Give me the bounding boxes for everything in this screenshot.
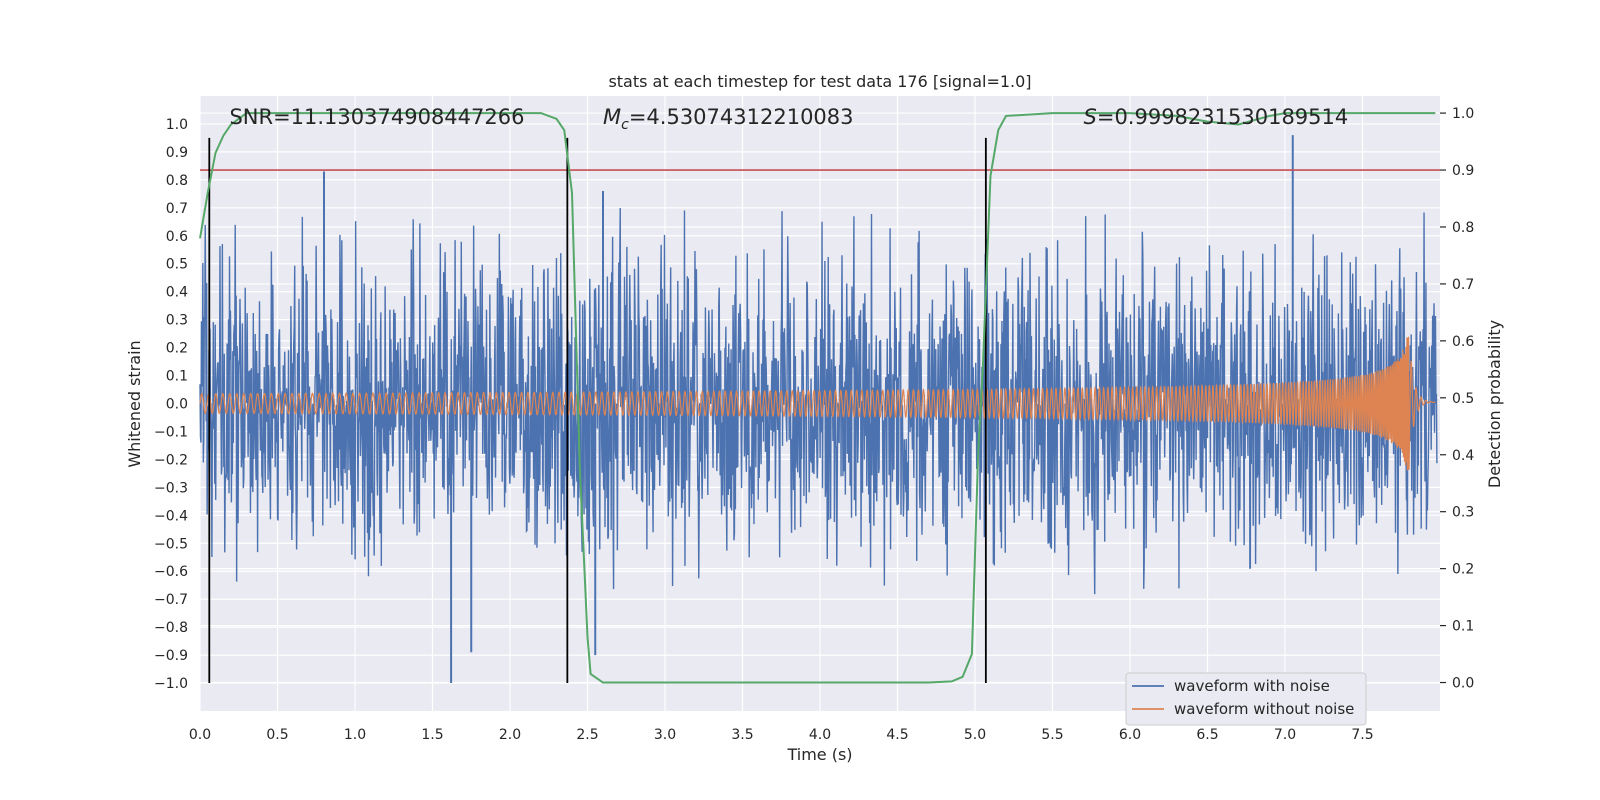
x-tick-label-1: 0.5 xyxy=(266,727,288,743)
y-tick-label-0: 1.0 xyxy=(166,117,188,133)
y-tick-label-17: −0.7 xyxy=(154,592,188,608)
y-tick-label-13: −0.3 xyxy=(154,480,188,496)
chart-title: stats at each timestep for test data 176… xyxy=(608,72,1031,91)
x-tick-label-13: 6.5 xyxy=(1196,727,1218,743)
legend-label-noisy: waveform with noise xyxy=(1174,677,1330,695)
y2-tick-label-4: 0.6 xyxy=(1452,334,1474,350)
chirp-mass-subscript: c xyxy=(621,117,629,133)
y-tick-label-19: −0.9 xyxy=(154,648,188,664)
significance-annotation: S=0.9998231530189514 xyxy=(1084,105,1349,129)
y2-tick-label-7: 0.3 xyxy=(1452,505,1474,521)
y2-tick-label-3: 0.7 xyxy=(1452,277,1474,293)
detection-probability-series xyxy=(199,112,1436,684)
significance-value: =0.9998231530189514 xyxy=(1097,105,1348,129)
y-tick-label-12: −0.2 xyxy=(154,452,188,468)
vertical-markers xyxy=(208,137,987,684)
y-tick-label-10: 0.0 xyxy=(166,397,188,413)
legend-label-clean: waveform without noise xyxy=(1174,700,1354,718)
y2-tick-label-5: 0.5 xyxy=(1452,391,1474,407)
y-ticks: 1.0 0.9 0.8 0.7 0.6 0.5 0.4 0.3 0.2 0.1 0.0 −0.1 −0.… xyxy=(154,117,188,692)
y2-tick-label-8: 0.2 xyxy=(1452,562,1474,578)
y-tick-label-2: 0.8 xyxy=(166,173,188,189)
x-tick-label-12: 6.0 xyxy=(1119,727,1141,743)
x-axis-label: Time (s) xyxy=(786,745,852,764)
chirp-mass-annotation: Mc=4.53074312210083 xyxy=(603,105,854,133)
y2-tick-label-10: 0.0 xyxy=(1452,676,1474,692)
y-tick-label-11: −0.1 xyxy=(154,424,188,440)
x-tick-label-14: 7.0 xyxy=(1274,727,1296,743)
y2-axis-label: Detection probability xyxy=(1485,320,1504,488)
noisy-waveform-series xyxy=(199,135,1438,684)
y-tick-label-1: 0.9 xyxy=(166,145,188,161)
y-tick-label-9: 0.1 xyxy=(166,369,188,385)
x-tick-label-7: 3.5 xyxy=(731,727,753,743)
y-tick-label-20: −1.0 xyxy=(154,676,188,692)
clean-waveform-series xyxy=(199,336,1436,471)
significance-symbol: S xyxy=(1084,105,1097,129)
noisy-waveform-line xyxy=(199,207,1438,595)
x-tick-label-6: 3.0 xyxy=(654,727,676,743)
x-ticks: 0.0 0.5 1.0 1.5 2.0 2.5 3.0 3.5 4.0 4.5 5.0 5.5 6.0 6… xyxy=(189,727,1374,743)
y2-tick-label-0: 1.0 xyxy=(1452,106,1474,122)
legend: waveform with noise waveform without noi… xyxy=(1125,672,1367,726)
x-tick-label-4: 2.0 xyxy=(499,727,521,743)
chirp-mass-symbol: M xyxy=(603,105,621,129)
y-tick-label-7: 0.3 xyxy=(166,313,188,329)
x-tick-label-5: 2.5 xyxy=(576,727,598,743)
x-tick-label-10: 5.0 xyxy=(964,727,986,743)
y-tick-label-4: 0.6 xyxy=(166,229,188,245)
y2-tick-label-2: 0.8 xyxy=(1452,220,1474,236)
y-tick-label-15: −0.5 xyxy=(154,536,188,552)
y-tick-label-14: −0.4 xyxy=(154,508,188,524)
y2-tick-label-1: 0.9 xyxy=(1452,163,1474,179)
clean-waveform-line xyxy=(199,336,1436,471)
snr-annotation: SNR=11.130374908447266 xyxy=(229,105,524,129)
y-tick-label-5: 0.5 xyxy=(166,257,188,273)
chirp-mass-value: =4.53074312210083 xyxy=(629,105,854,129)
y2-tick-label-9: 0.1 xyxy=(1452,619,1474,635)
y-axis-label: Whitened strain xyxy=(125,340,144,467)
y-tick-label-6: 0.4 xyxy=(166,285,188,301)
y-tick-label-8: 0.2 xyxy=(166,341,188,357)
x-tick-label-0: 0.0 xyxy=(189,727,211,743)
detection-probability-line xyxy=(199,112,1436,684)
y2-ticks: 1.0 0.9 0.8 0.7 0.6 0.5 0.4 0.3 0.2 0.1 0.0 xyxy=(1440,106,1474,692)
x-tick-label-2: 1.0 xyxy=(344,727,366,743)
y-tick-label-18: −0.8 xyxy=(154,620,188,636)
x-tick-label-15: 7.5 xyxy=(1351,727,1373,743)
y-tick-label-3: 0.7 xyxy=(166,201,188,217)
x-tick-label-3: 1.5 xyxy=(421,727,443,743)
y-tick-label-16: −0.6 xyxy=(154,564,188,580)
x-tick-label-9: 4.5 xyxy=(886,727,908,743)
y2-tick-label-6: 0.4 xyxy=(1452,448,1474,464)
legend-box xyxy=(1125,672,1367,726)
x-tick-label-8: 4.0 xyxy=(809,727,831,743)
x-tick-label-11: 5.5 xyxy=(1041,727,1063,743)
